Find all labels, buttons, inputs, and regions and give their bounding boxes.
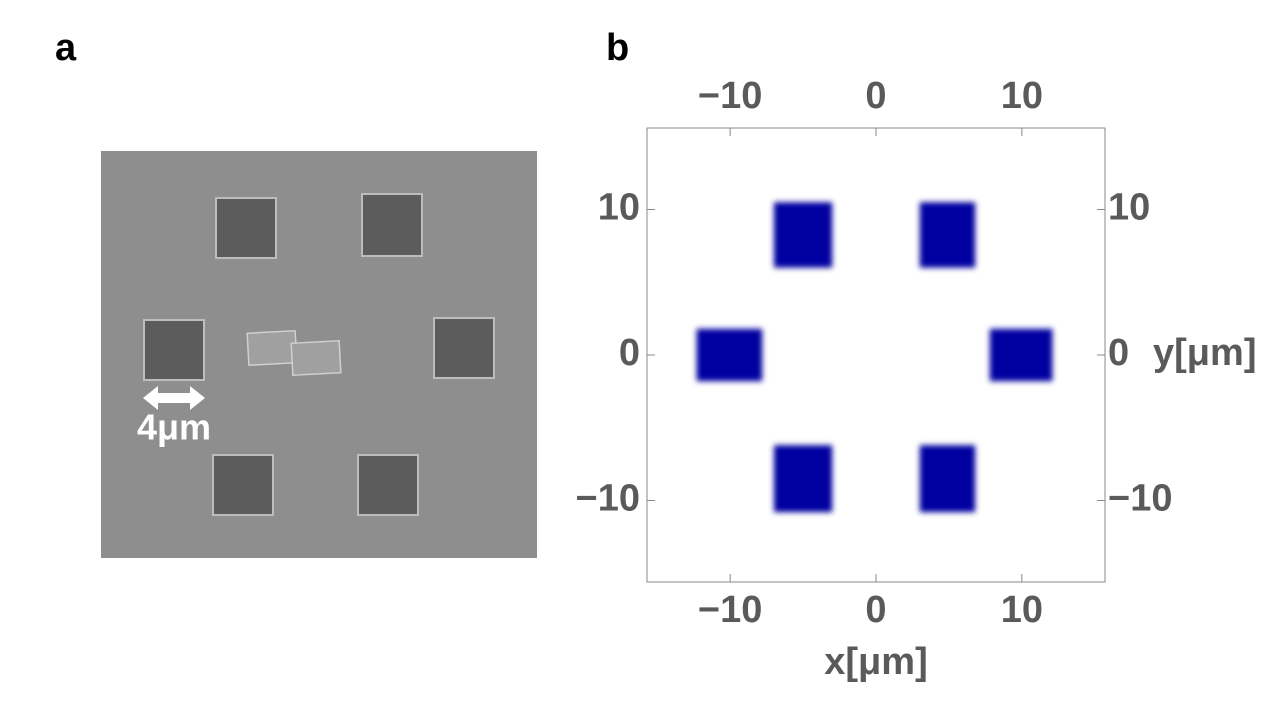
x-tick-label: 0: [865, 589, 886, 631]
x-tick-label: 0: [865, 75, 886, 117]
x-axis-label: x[μm]: [824, 641, 927, 683]
y-tick-label: −10: [576, 478, 640, 520]
x-tick-label: −10: [698, 589, 762, 631]
y-tick-label: 10: [1108, 187, 1150, 229]
panel-label: a: [55, 27, 77, 69]
x-tick-label: −10: [698, 75, 762, 117]
panel-label: b: [606, 27, 629, 69]
block: [919, 202, 976, 268]
y-tick-label: 10: [598, 187, 640, 229]
y-axis-label: y[μm]: [1153, 332, 1256, 374]
x-tick-label: 10: [1001, 589, 1043, 631]
y-tick-label: −10: [1108, 478, 1172, 520]
block: [773, 202, 833, 268]
y-tick-label: 0: [619, 332, 640, 374]
x-tick-label: 10: [1001, 75, 1043, 117]
block: [919, 445, 976, 513]
block: [989, 328, 1053, 382]
scale-label: 4μm: [137, 407, 211, 448]
y-tick-label: 0: [1108, 332, 1129, 374]
plot: −10 −10 0 0 10 10 −10 −10 0 0 10 10 x[μm] y[μm]: [576, 75, 1257, 683]
sem-image: 4μm: [101, 151, 537, 558]
block: [696, 328, 763, 382]
block: [773, 445, 833, 513]
